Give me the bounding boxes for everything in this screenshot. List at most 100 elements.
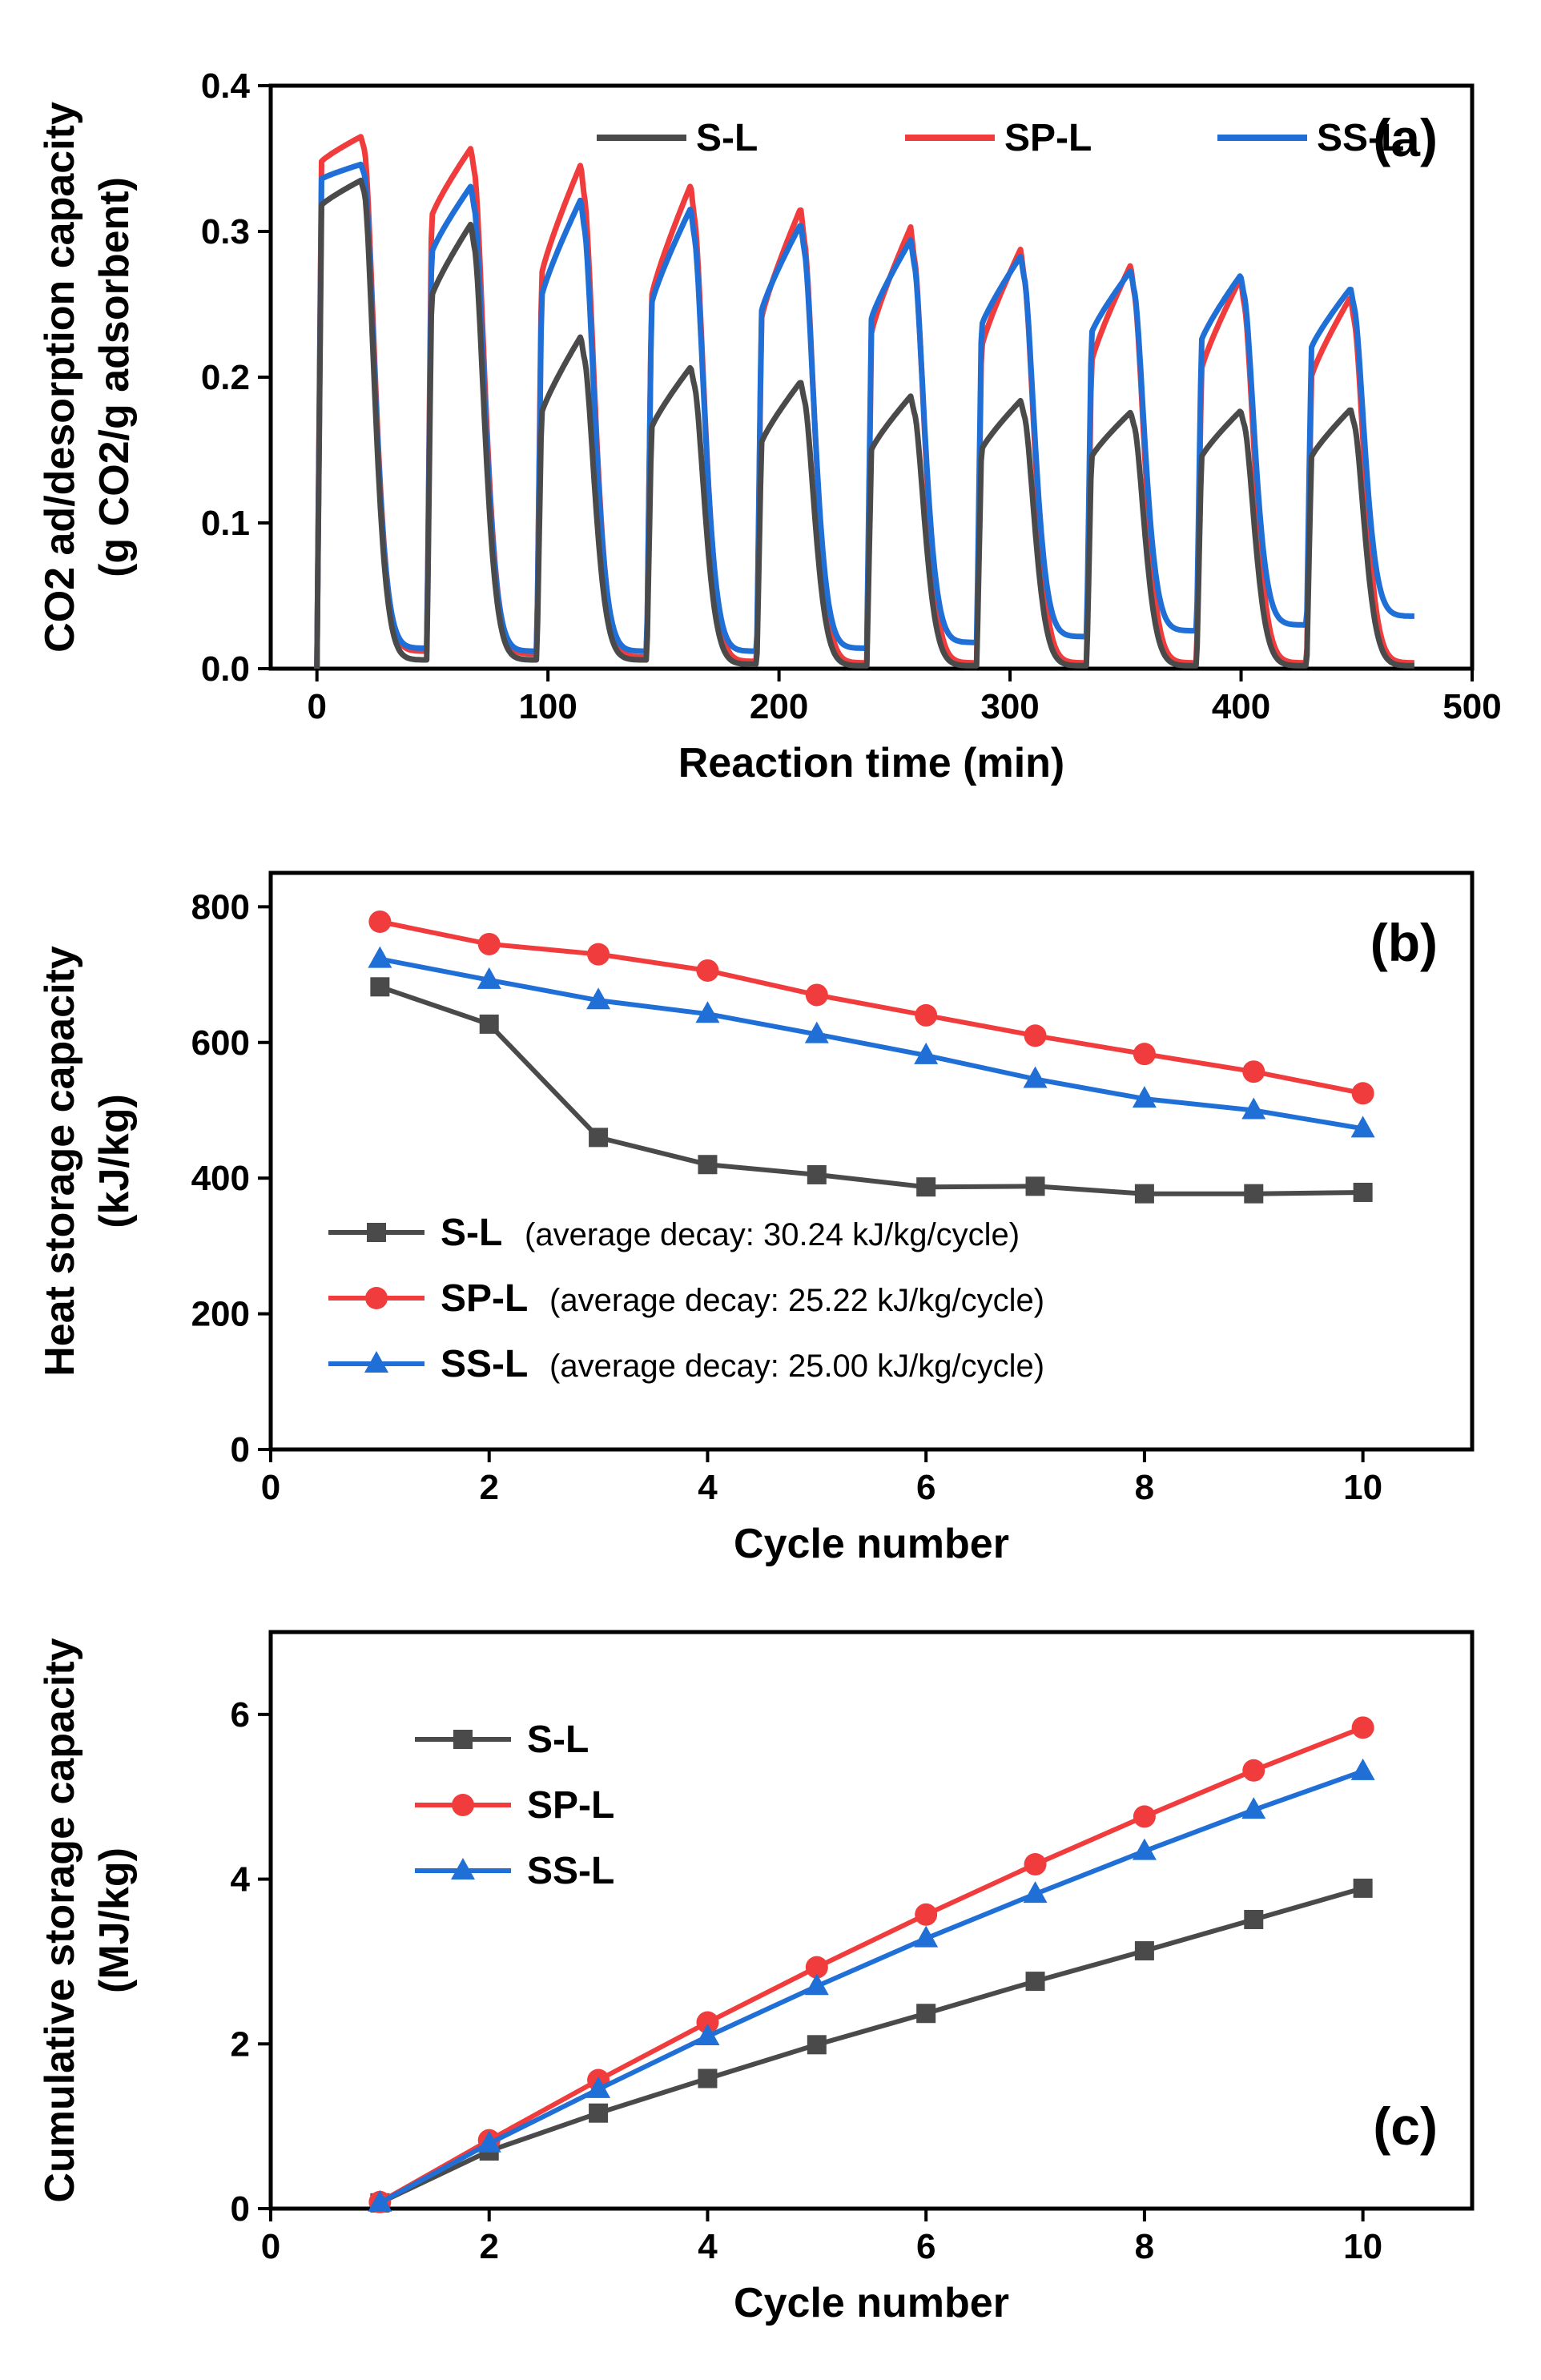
data-point-ss-l (1241, 1097, 1266, 1120)
legend: S-L SP-L SS-L (597, 117, 1404, 159)
plot-area (314, 134, 1416, 669)
y-tick-label: 0.1 (201, 504, 250, 543)
data-point-ss-l (368, 946, 392, 968)
chart-c: 0 2 4 6 8 10 0 2 4 6 Cycle number Cumulative storag… (37, 1630, 1475, 2326)
x-tick-label: 4 (698, 1468, 718, 1507)
y-tick-label: 2 (231, 2024, 250, 2064)
data-point-s-l (916, 2004, 936, 2024)
panel-label: (b) (1370, 913, 1438, 972)
plot-frame (268, 1630, 1475, 2211)
legend-marker-sp-l (365, 1287, 388, 1309)
y-axis-title-line2: (g CO2/g adsorbent) (91, 177, 138, 577)
data-point-sp-l (1242, 1759, 1265, 1782)
x-tick-label: 6 (916, 2227, 935, 2266)
y-tick-label: 400 (191, 1159, 250, 1198)
data-point-ss-l (1023, 1881, 1048, 1904)
x-tick-label: 8 (1135, 2227, 1154, 2266)
data-point-ss-l (1132, 1838, 1157, 1860)
series-line-ss-l (378, 1768, 1364, 2205)
legend-label-sp-l: SP-L (527, 1784, 614, 1827)
legend: S-L (average decay: 30.24 kJ/kg/cycle) SP-… (328, 1212, 1044, 1385)
data-point-s-l (916, 1177, 936, 1197)
series-line-s-l (379, 1886, 1364, 2205)
legend-note-sp-l: (average decay: 25.22 kJ/kg/cycle) (549, 1283, 1044, 1318)
data-point-ss-l (695, 1001, 720, 1023)
y-axis-title-line1: Cumulative storage capacity (37, 1638, 83, 2202)
data-point-s-l (1244, 1184, 1264, 1204)
data-point-sp-l (805, 983, 828, 1007)
legend-label-s-l: S-L (696, 117, 758, 159)
data-point-s-l (1025, 1176, 1045, 1196)
data-point-sp-l (805, 1956, 828, 1979)
data-point-s-l (370, 977, 390, 997)
data-point-sp-l (696, 2011, 719, 2034)
x-axis-title: Reaction time (min) (678, 740, 1065, 786)
data-point-s-l (698, 2068, 718, 2089)
y-axis-title-line2: (kJ/kg) (91, 1094, 138, 1228)
x-tick-label: 10 (1343, 1468, 1382, 1507)
data-point-ss-l (914, 1925, 939, 1948)
data-point-sp-l (696, 959, 719, 982)
legend-label-sp-l: SP-L (441, 1277, 528, 1320)
y-tick-label: 600 (191, 1023, 250, 1063)
data-point-ss-l (804, 1021, 829, 1043)
legend-label-sp-l: SP-L (1004, 117, 1092, 159)
legend-label-ss-l: SS-L (441, 1343, 528, 1385)
data-point-s-l (698, 1155, 718, 1175)
data-point-ss-l (1241, 1797, 1266, 1819)
x-tick-label: 2 (479, 2227, 498, 2266)
legend-marker-ss-l (451, 1858, 475, 1879)
y-tick-label: 4 (231, 1860, 251, 1900)
data-point-sp-l (1351, 1082, 1374, 1105)
data-point-sp-l (587, 943, 610, 966)
y-tick-label: 800 (191, 887, 250, 927)
data-point-ss-l (1023, 1066, 1048, 1088)
legend-marker-s-l (367, 1223, 386, 1242)
series-line-sp-l (378, 1725, 1364, 2205)
data-point-s-l (807, 2035, 827, 2055)
data-point-s-l (1025, 1972, 1045, 1992)
x-axis-title: Cycle number (734, 2280, 1009, 2326)
legend-label-s-l: S-L (441, 1212, 502, 1254)
legend: S-L SP-L SS-L (415, 1719, 614, 1892)
legend-marker-s-l (453, 1730, 473, 1749)
data-point-s-l (589, 1128, 609, 1148)
data-point-sp-l (1242, 1060, 1265, 1083)
data-point-ss-l (1132, 1086, 1157, 1108)
plot-frame (268, 870, 1475, 1452)
legend-marker-ss-l (364, 1351, 388, 1373)
legend-label-ss-l: SS-L (1317, 117, 1404, 159)
series-line-s-l (314, 177, 1416, 669)
data-point-s-l (1134, 1184, 1154, 1204)
x-tick-label: 0 (261, 2227, 280, 2266)
series-line-sp-l (379, 919, 1364, 1096)
panel-label: (a) (1373, 108, 1438, 167)
y-tick-label: 0.2 (201, 358, 250, 397)
y-axis-title-line1: Heat storage capacity (37, 946, 83, 1377)
data-point-ss-l (1350, 1758, 1375, 1780)
data-point-sp-l (915, 1903, 938, 1926)
x-tick-label: 100 (518, 687, 577, 726)
chart-a: 0 100 200 300 400 500 0.0 0.1 0.2 0.3 0.4 Reaction … (37, 66, 1502, 786)
y-axis-title-line1: CO2 ad/desorption capacity (37, 102, 83, 653)
x-tick-label: 6 (916, 1468, 935, 1507)
data-point-s-l (807, 1164, 827, 1184)
legend-note-ss-l: (average decay: 25.00 kJ/kg/cycle) (549, 1349, 1044, 1384)
data-point-s-l (1134, 1941, 1154, 1961)
data-point-sp-l (1133, 1043, 1156, 1066)
plot-frame (268, 83, 1475, 671)
data-point-s-l (1353, 1878, 1373, 1898)
x-tick-label: 200 (750, 687, 808, 726)
data-point-sp-l (1133, 1805, 1156, 1828)
chart-b: 0 2 4 6 8 10 0 200 400 600 800 Cycle number Heat sto… (37, 870, 1475, 1567)
y-tick-label: 6 (231, 1695, 250, 1735)
series-line-ss-l (379, 956, 1364, 1132)
data-point-sp-l (1024, 1024, 1047, 1047)
data-point-sp-l (368, 910, 392, 933)
y-tick-label: 0.0 (201, 649, 250, 689)
x-tick-label: 4 (698, 2227, 718, 2266)
data-point-ss-l (804, 1973, 829, 1996)
data-point-ss-l (586, 987, 611, 1010)
y-axis-title-line2: (MJ/kg) (91, 1847, 138, 1993)
